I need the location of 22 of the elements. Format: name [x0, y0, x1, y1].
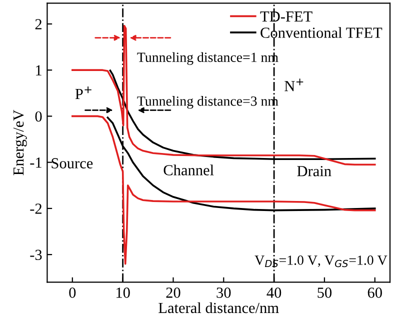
x-tick-label: 50 [318, 288, 332, 298]
y-tick-label: -2 [30, 204, 42, 214]
annotation: Drain [297, 166, 332, 176]
legend-label: Conventional TFET [260, 27, 382, 38]
y-axis-title: Energy/eV [13, 110, 27, 176]
legend-label: TD-FET [260, 12, 312, 22]
x-tick-label: 10 [116, 288, 130, 298]
x-tick-label: 40 [266, 288, 282, 298]
x-tick-label: 30 [216, 288, 231, 298]
y-tick-label: -1 [30, 158, 42, 168]
x-tick-label: 60 [368, 288, 382, 298]
x-tick-label: 20 [166, 288, 180, 298]
x-axis-title: Lateral distance/nm [158, 302, 279, 314]
annotation: N$^{+}$ [284, 78, 304, 92]
y-tick-label: 1 [36, 65, 42, 76]
y-tick-label: -3 [30, 250, 42, 260]
annotation: P$^{+}$ [75, 86, 92, 99]
y-tick-label: 2 [35, 19, 42, 30]
annotation: Channel [164, 164, 214, 176]
annotation: Source [52, 158, 93, 168]
y-tick-label: 0 [35, 111, 42, 122]
x-tick-label: 0 [69, 288, 76, 298]
